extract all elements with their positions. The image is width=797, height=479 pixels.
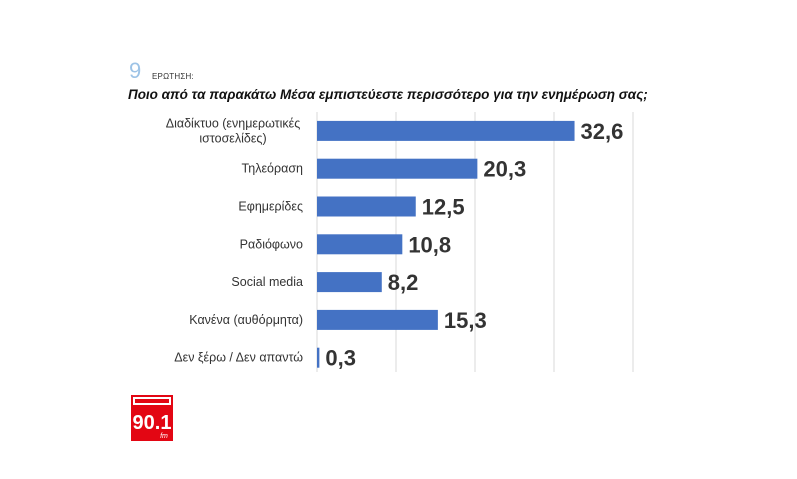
data-label: 12,5 [422, 195, 465, 220]
data-label: 32,6 [581, 119, 624, 144]
bar [317, 309, 438, 330]
radio-logo: 90.1 fm [131, 395, 173, 441]
bar [317, 196, 416, 217]
category-label: Δεν ξέρω / Δεν απαντώ [174, 351, 303, 365]
bar [317, 272, 382, 293]
data-label: 20,3 [483, 157, 526, 182]
category-label: ιστοσελίδες) [199, 131, 266, 145]
category-label: Διαδίκτυο (ενημερωτικές [166, 116, 301, 130]
bar [317, 120, 575, 141]
question-text: Ποιο από τα παρακάτω Μέσα εμπιστεύεστε π… [128, 87, 648, 102]
bar [317, 158, 478, 179]
question-label: ΕΡΩΤΗΣΗ: [152, 72, 194, 81]
category-label: Κανένα (αυθόρμητα) [189, 313, 303, 327]
category-label: Εφημερίδες [238, 200, 303, 214]
data-label: 15,3 [444, 308, 487, 333]
category-label: Ραδιόφωνο [240, 237, 303, 251]
logo-banner-text-mark [135, 399, 169, 403]
category-label: Social media [231, 275, 303, 289]
data-label: 8,2 [388, 270, 419, 295]
category-label: Τηλεόραση [242, 162, 303, 176]
logo-unit: fm [160, 433, 168, 440]
bar [317, 347, 320, 368]
bar [317, 234, 403, 255]
logo-number: 90.1 [133, 412, 172, 434]
data-label: 10,8 [408, 232, 451, 257]
question-number: 9 [129, 58, 142, 83]
data-label: 0,3 [325, 346, 356, 371]
